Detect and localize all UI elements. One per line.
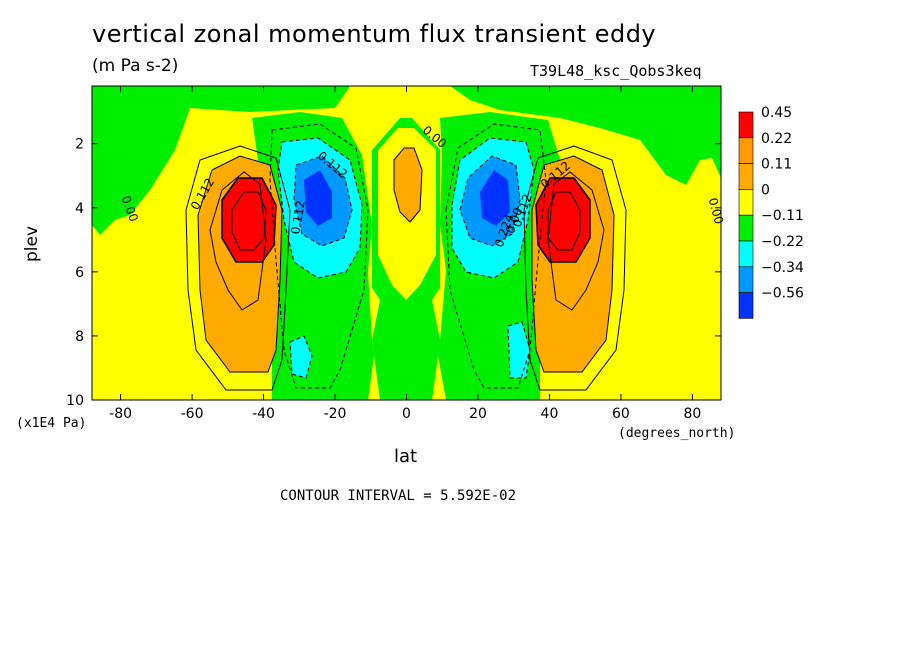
y-axis-units: (x1E4 Pa) bbox=[16, 416, 87, 431]
legend-swatch bbox=[738, 189, 754, 216]
x-axis-label: lat bbox=[394, 446, 418, 467]
legend-level-label: 0.22 bbox=[761, 131, 792, 147]
contour-interval: CONTOUR INTERVAL = 5.592E-02 bbox=[280, 488, 517, 504]
fill-orange-center bbox=[394, 148, 422, 222]
color-legend: 0.45 0.22 0.11 0 −0.11 −0.22 −0.34 −0.56 bbox=[738, 105, 804, 319]
x-tick-label: -20 bbox=[324, 406, 347, 422]
contour-label: 0.112 bbox=[288, 199, 308, 235]
legend-level-label: −0.56 bbox=[761, 286, 804, 302]
legend-swatch bbox=[738, 214, 754, 242]
legend-level-label: −0.22 bbox=[761, 234, 804, 250]
legend-level-label: 0.45 bbox=[761, 105, 792, 121]
legend-swatch bbox=[738, 266, 754, 293]
x-tick-label: 20 bbox=[469, 406, 487, 422]
legend-swatch bbox=[738, 137, 754, 164]
fill-deepblue-left bbox=[304, 170, 332, 226]
x-tick-label: 40 bbox=[541, 406, 559, 422]
legend-swatch bbox=[738, 111, 754, 139]
x-tick-label: 60 bbox=[612, 406, 630, 422]
y-tick-label: 4 bbox=[75, 201, 84, 217]
y-axis-ticks: 2 4 6 8 10 bbox=[66, 137, 721, 409]
legend-swatch bbox=[738, 163, 754, 190]
x-axis-ticks: -80 -60 -40 -20 0 20 40 60 80 bbox=[109, 86, 701, 422]
fill-green-top bbox=[92, 86, 721, 235]
legend-level-label: −0.34 bbox=[761, 260, 804, 276]
x-tick-label: -80 bbox=[109, 406, 132, 422]
run-label: T39L48_ksc_Qobs3keq bbox=[530, 62, 702, 80]
legend-level-label: 0.11 bbox=[761, 157, 792, 173]
contour-lines bbox=[185, 145, 627, 391]
chart-title: vertical zonal momentum flux transient e… bbox=[92, 20, 657, 48]
legend-level-label: −0.11 bbox=[761, 208, 804, 224]
negative-contour-lines bbox=[269, 123, 547, 389]
legend-swatch bbox=[738, 292, 754, 319]
x-tick-label: -40 bbox=[252, 406, 275, 422]
contour-fills bbox=[92, 86, 721, 400]
x-tick-label: -60 bbox=[181, 406, 204, 422]
x-tick-label: 80 bbox=[683, 406, 701, 422]
chart-units: (m Pa s-2) bbox=[92, 56, 179, 76]
fill-cyan-right-lower bbox=[508, 322, 530, 378]
y-tick-label: 2 bbox=[75, 137, 84, 153]
contour-label: 0.00 bbox=[706, 196, 726, 225]
y-tick-label: 6 bbox=[75, 265, 84, 281]
x-axis-units: (degrees_north) bbox=[618, 426, 736, 441]
x-tick-label: 0 bbox=[402, 406, 411, 422]
fill-cyan-left-lower bbox=[290, 336, 312, 378]
y-tick-label: 10 bbox=[66, 393, 84, 409]
fill-deepblue-right bbox=[480, 170, 510, 226]
legend-level-label: 0 bbox=[761, 182, 770, 198]
legend-swatch bbox=[738, 240, 754, 268]
y-tick-label: 8 bbox=[75, 329, 84, 345]
